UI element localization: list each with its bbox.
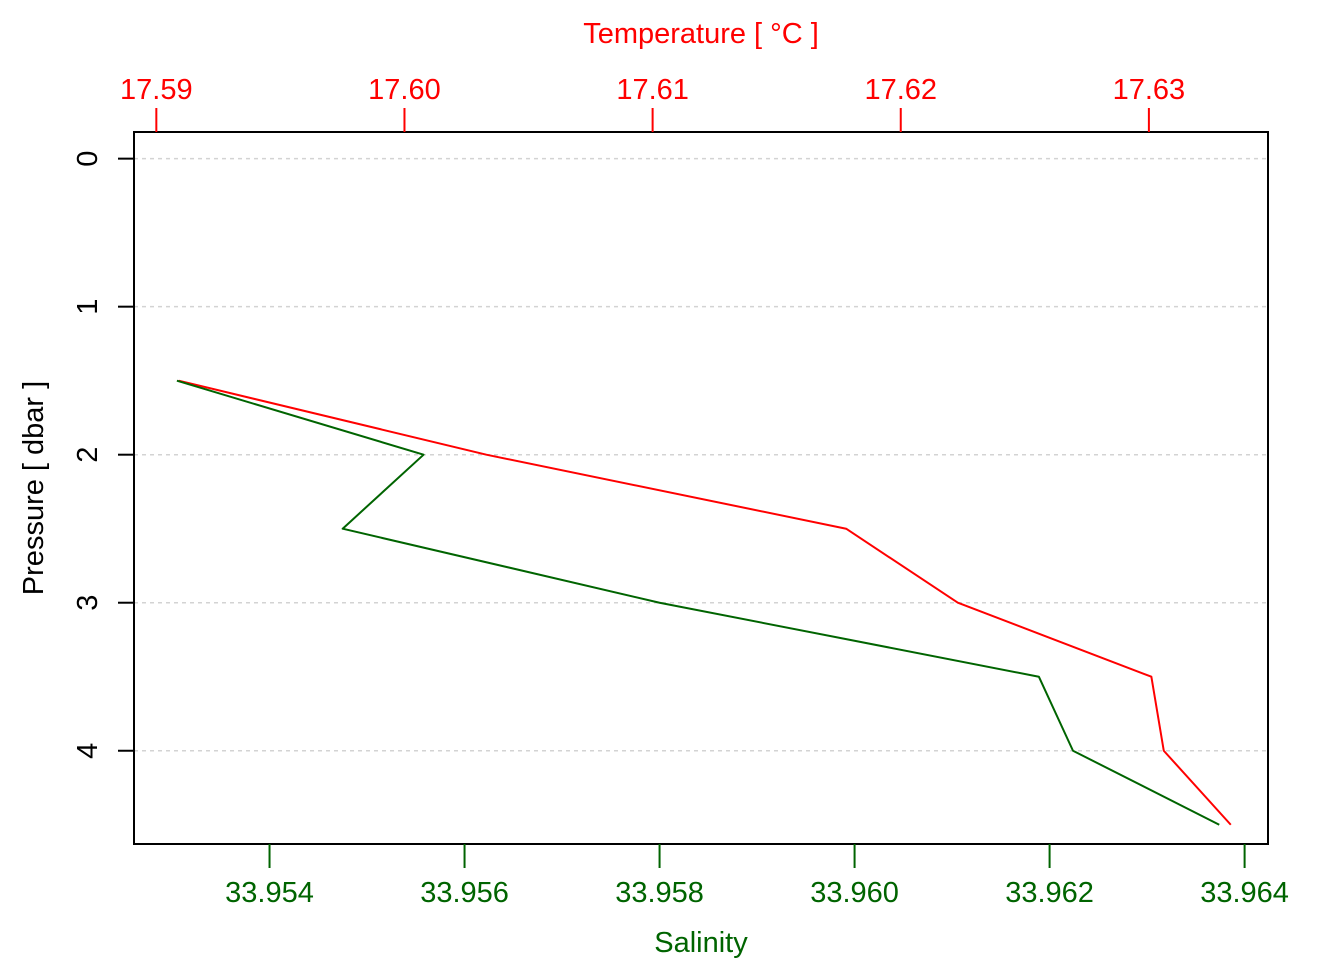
temperature-series-line	[178, 379, 1232, 826]
salinity-tick-label-2: 33.958	[615, 877, 704, 909]
pressure-tick-label-4: 4	[72, 743, 104, 759]
pressure-tick-label-0: 0	[72, 151, 104, 167]
salinity-tick-label-4: 33.962	[1005, 877, 1094, 909]
gridlines	[134, 157, 1268, 752]
axes: 0 1 2 3 4 17.59 17.60 17.61 17.62 17.63 33.954 33.9…	[72, 74, 1289, 909]
temperature-tick-label-4: 17.63	[1113, 74, 1186, 106]
pressure-tick-label-3: 3	[72, 595, 104, 611]
temperature-tick-label-2: 17.61	[616, 74, 689, 106]
pressure-axis-title: Pressure [ dbar ]	[18, 381, 50, 595]
temperature-tick-label-0: 17.59	[120, 74, 193, 106]
pressure-tick-label-1: 1	[72, 299, 104, 315]
salinity-tick-label-0: 33.954	[225, 877, 314, 909]
pressure-tick-label-2: 2	[72, 447, 104, 463]
plot-frame	[133, 131, 1269, 845]
salinity-tick-label-5: 33.964	[1200, 877, 1289, 909]
salinity-tick-label-3: 33.960	[810, 877, 899, 909]
salinity-axis-title: Salinity	[654, 927, 748, 959]
temperature-tick-label-1: 17.60	[368, 74, 441, 106]
series-lines	[176, 379, 1232, 826]
salinity-tick-label-1: 33.956	[420, 877, 509, 909]
salinity-series-line	[176, 379, 1220, 826]
temperature-axis-title: Temperature [ °C ]	[583, 18, 819, 50]
temperature-tick-label-3: 17.62	[864, 74, 937, 106]
